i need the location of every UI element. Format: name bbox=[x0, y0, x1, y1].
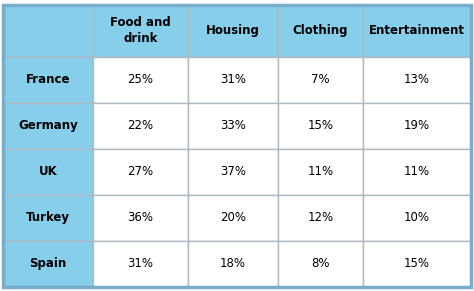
Text: Spain: Spain bbox=[29, 257, 67, 270]
Bar bbox=[3, 56, 93, 102]
Bar bbox=[278, 56, 363, 102]
Text: Entertainment: Entertainment bbox=[369, 24, 465, 37]
Bar bbox=[363, 194, 471, 240]
Text: Clothing: Clothing bbox=[293, 24, 348, 37]
Bar bbox=[3, 4, 93, 56]
Text: 19%: 19% bbox=[404, 119, 430, 132]
Bar bbox=[278, 240, 363, 287]
Bar bbox=[3, 148, 93, 194]
Text: 11%: 11% bbox=[308, 165, 334, 178]
Text: 37%: 37% bbox=[220, 165, 246, 178]
Bar bbox=[93, 194, 188, 240]
Bar bbox=[93, 102, 188, 148]
Bar bbox=[188, 56, 278, 102]
Text: 33%: 33% bbox=[220, 119, 246, 132]
Bar bbox=[93, 148, 188, 194]
Bar bbox=[188, 194, 278, 240]
Bar bbox=[93, 56, 188, 102]
Text: 27%: 27% bbox=[128, 165, 154, 178]
Bar bbox=[363, 56, 471, 102]
Text: 8%: 8% bbox=[311, 257, 330, 270]
Text: 15%: 15% bbox=[308, 119, 334, 132]
Bar bbox=[278, 194, 363, 240]
Bar bbox=[3, 102, 93, 148]
Bar bbox=[278, 4, 363, 56]
Bar bbox=[278, 102, 363, 148]
Text: France: France bbox=[26, 73, 70, 86]
Text: Germany: Germany bbox=[18, 119, 78, 132]
Text: Food and
drink: Food and drink bbox=[110, 17, 171, 45]
Text: 31%: 31% bbox=[128, 257, 154, 270]
Text: 13%: 13% bbox=[404, 73, 430, 86]
Text: 18%: 18% bbox=[220, 257, 246, 270]
Bar bbox=[3, 194, 93, 240]
Bar bbox=[363, 4, 471, 56]
Text: Housing: Housing bbox=[206, 24, 260, 37]
Text: 10%: 10% bbox=[404, 211, 430, 224]
Text: 11%: 11% bbox=[404, 165, 430, 178]
Text: 25%: 25% bbox=[128, 73, 154, 86]
Bar bbox=[188, 4, 278, 56]
Text: 20%: 20% bbox=[220, 211, 246, 224]
Bar bbox=[188, 240, 278, 287]
Bar bbox=[363, 240, 471, 287]
Text: 22%: 22% bbox=[128, 119, 154, 132]
Text: Turkey: Turkey bbox=[26, 211, 70, 224]
Bar bbox=[188, 148, 278, 194]
Bar bbox=[278, 148, 363, 194]
Bar bbox=[3, 240, 93, 287]
Text: UK: UK bbox=[38, 165, 57, 178]
Bar bbox=[93, 240, 188, 287]
Text: 12%: 12% bbox=[308, 211, 334, 224]
Text: 7%: 7% bbox=[311, 73, 330, 86]
Bar bbox=[363, 148, 471, 194]
Text: 36%: 36% bbox=[128, 211, 154, 224]
Text: 15%: 15% bbox=[404, 257, 430, 270]
Text: 31%: 31% bbox=[220, 73, 246, 86]
Bar bbox=[363, 102, 471, 148]
Bar bbox=[188, 102, 278, 148]
Bar bbox=[93, 4, 188, 56]
